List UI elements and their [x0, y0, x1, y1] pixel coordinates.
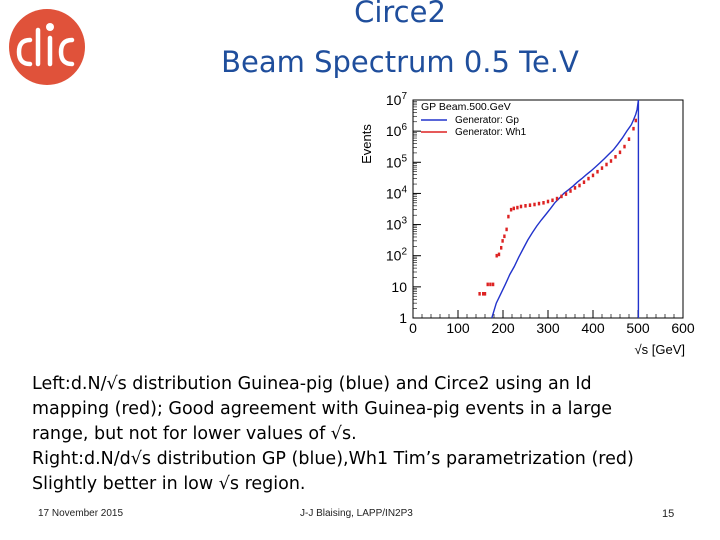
series-wh1-point: [569, 189, 572, 193]
series-wh1-point: [618, 150, 622, 155]
series-wh1-point: [512, 206, 515, 211]
series-wh1-point: [605, 162, 608, 167]
series-wh1-point: [503, 234, 506, 239]
series-wh1-point: [627, 137, 631, 141]
series-wh1-point: [516, 205, 519, 210]
series-wh1-point: [509, 207, 513, 212]
series-wh1-point: [542, 201, 545, 205]
x-tick-label: 0: [409, 320, 417, 336]
plot-frame: [412, 99, 684, 319]
series-wh1-point: [483, 292, 487, 296]
legend-title: GP Beam.500.GeV: [421, 101, 511, 113]
beam-spectrum-chart: 0 100 200 300 400 500 600 1 10 102 103 104 105 106 107…: [359, 91, 695, 357]
series-wh1-point: [519, 204, 523, 209]
body-line: Right:d.N/d√s distribution GP (blue),Wh1…: [32, 449, 634, 469]
slide-subtitle: Beam Spectrum 0.5 Te.V: [221, 45, 579, 79]
series-wh1-point: [555, 196, 559, 201]
series-wh1-point: [587, 176, 590, 181]
x-tick-label: 600: [671, 320, 695, 336]
series-gp-line: [491, 99, 640, 319]
x-axis-label: √s [GeV]: [635, 342, 685, 357]
y-tick-label: 107: [386, 91, 408, 108]
y-tick-label: 106: [386, 122, 408, 139]
page-number: 15: [662, 508, 675, 520]
footer-date: 17 November 2015: [38, 508, 124, 519]
series-wh1-point: [582, 180, 586, 184]
y-tick-label: 104: [386, 184, 408, 201]
series-wh1-point: [537, 201, 541, 206]
series-wh1-point: [596, 169, 599, 174]
x-tick-label: 500: [626, 320, 650, 336]
footer-author: J-J Blaising, LAPP/IN2P3: [300, 508, 413, 519]
series-wh1-point: [482, 292, 485, 296]
series-wh1-point: [500, 246, 503, 250]
series-wh1-point: [551, 198, 554, 203]
x-tick-label: 200: [491, 320, 515, 336]
x-tick-label: 300: [536, 320, 560, 336]
series-wh1-point: [623, 144, 626, 149]
body-line: Left:d.N/√s distribution Guinea-pig (blu…: [32, 374, 592, 394]
legend-entry: Generator: Wh1: [455, 127, 527, 138]
series-wh1-point: [501, 239, 504, 243]
series-wh1-point: [591, 173, 595, 178]
series-wh1-point: [609, 159, 613, 163]
y-tick-label: 105: [386, 153, 408, 170]
y-axis-label: Events: [359, 124, 374, 164]
body-line: mapping (red); Good agreement with Guine…: [32, 399, 612, 419]
series-wh1-point: [546, 199, 550, 204]
slide-body: Left:d.N/√s distribution Guinea-pig (blu…: [32, 372, 712, 497]
series-wh1-point: [614, 155, 617, 159]
x-tick-label: 100: [446, 320, 470, 336]
series-wh1-point: [573, 186, 577, 190]
series-wh1-point: [600, 166, 604, 170]
series-wh1-point: [634, 118, 637, 123]
series-wh1-point: [560, 194, 563, 199]
legend-entry: Generator: Gp: [455, 115, 519, 126]
logo-dot: [46, 23, 54, 31]
series-wh1-point: [497, 252, 501, 257]
series-wh1-point: [528, 203, 532, 207]
x-tick-label: 400: [581, 320, 605, 336]
series-wh1-point: [478, 292, 481, 296]
series-wh1-point: [489, 282, 492, 287]
y-tick-label: 1: [399, 310, 407, 326]
series-wh1-point: [507, 214, 510, 219]
series-wh1-point: [524, 204, 527, 208]
y-tick-label: 103: [386, 216, 408, 233]
clic-logo: [9, 9, 85, 85]
y-tick-label: 10: [391, 279, 407, 295]
body-line: Slightly better in low √s region.: [32, 474, 306, 494]
y-tick-label: 102: [386, 247, 408, 264]
series-wh1-point: [632, 126, 635, 131]
series-wh1-point: [491, 282, 495, 287]
series-wh1-point: [533, 202, 536, 207]
series-wh1-point: [486, 282, 489, 287]
series-wh1-point: [564, 192, 568, 196]
series-wh1-point: [495, 253, 498, 258]
series-wh1-point: [505, 227, 508, 232]
slide-title: Circe2: [354, 0, 446, 29]
series-wh1-point: [578, 183, 581, 188]
logo-lettering: [16, 27, 75, 67]
body-line: range, but not for lower values of √s.: [32, 424, 357, 444]
